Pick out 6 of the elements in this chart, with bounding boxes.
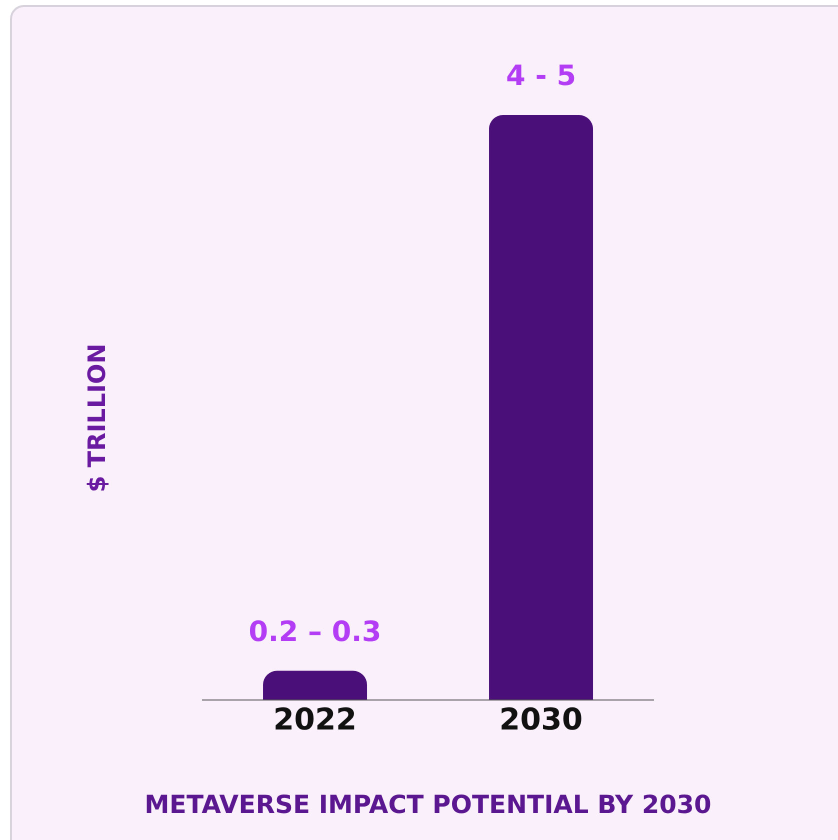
- text: 4 - 5: [506, 59, 576, 92]
- text: METAVERSE IMPACT POTENTIAL BY 2030: [144, 790, 712, 819]
- x-tick-label: 2030: [499, 702, 583, 738]
- x-tick-label: 2022: [273, 702, 357, 738]
- y-axis-title: $ TRILLION: [83, 344, 111, 492]
- annotation: 0.2 – 0.3: [248, 614, 382, 648]
